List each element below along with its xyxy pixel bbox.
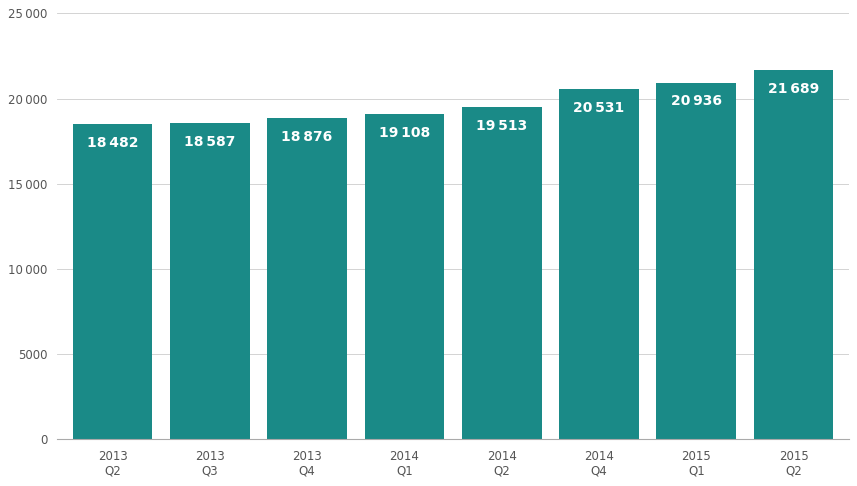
Text: 20 531: 20 531 (573, 102, 625, 115)
Bar (462, 107, 542, 439)
Text: 20 936: 20 936 (671, 94, 722, 108)
Bar (170, 122, 249, 439)
Text: 18 587: 18 587 (184, 135, 236, 149)
Text: 18 482: 18 482 (87, 136, 138, 150)
Bar (267, 118, 347, 439)
Text: 19 108: 19 108 (379, 126, 430, 139)
Text: 21 689: 21 689 (768, 82, 819, 96)
Text: 19 513: 19 513 (476, 119, 527, 133)
Bar (753, 70, 834, 439)
Bar (559, 89, 638, 439)
Bar (73, 124, 153, 439)
Bar (364, 114, 444, 439)
Bar (656, 83, 736, 439)
Text: 18 876: 18 876 (281, 130, 333, 143)
